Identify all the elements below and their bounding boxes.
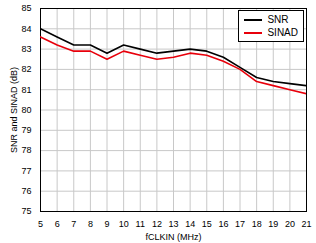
- svg-text:20: 20: [285, 219, 295, 229]
- svg-text:84: 84: [21, 24, 31, 34]
- svg-text:79: 79: [21, 125, 31, 135]
- svg-text:21: 21: [301, 219, 311, 229]
- svg-text:6: 6: [55, 219, 60, 229]
- svg-text:14: 14: [185, 219, 195, 229]
- svg-text:8: 8: [88, 219, 93, 229]
- svg-text:9: 9: [104, 219, 109, 229]
- svg-text:78: 78: [21, 145, 31, 155]
- svg-text:17: 17: [235, 219, 245, 229]
- svg-text:76: 76: [21, 186, 31, 196]
- html-text:SINAD: SINAD: [267, 27, 298, 38]
- svg-text:12: 12: [152, 219, 162, 229]
- svg-text:5: 5: [38, 219, 43, 229]
- svg-text:10: 10: [119, 219, 129, 229]
- svg-text:77: 77: [21, 166, 31, 176]
- svg-text:18: 18: [252, 219, 262, 229]
- svg-text:15: 15: [202, 219, 212, 229]
- svg-text:fCLKIN (MHz): fCLKIN (MHz): [146, 232, 202, 242]
- svg-text:82: 82: [21, 64, 31, 74]
- svg-text:83: 83: [21, 44, 31, 54]
- svg-text:19: 19: [268, 219, 278, 229]
- html-text:SNR: SNR: [267, 14, 289, 25]
- svg-text:80: 80: [21, 105, 31, 115]
- svg-text:85: 85: [21, 3, 31, 13]
- svg-text:13: 13: [168, 219, 178, 229]
- svg-text:16: 16: [218, 219, 228, 229]
- svg-text:7: 7: [71, 219, 76, 229]
- svg-text:75: 75: [21, 206, 31, 216]
- svg-text:SNR and SINAD (dB): SNR and SINAD (dB): [9, 67, 19, 153]
- svg-text:11: 11: [136, 219, 145, 229]
- svg-text:81: 81: [21, 85, 31, 95]
